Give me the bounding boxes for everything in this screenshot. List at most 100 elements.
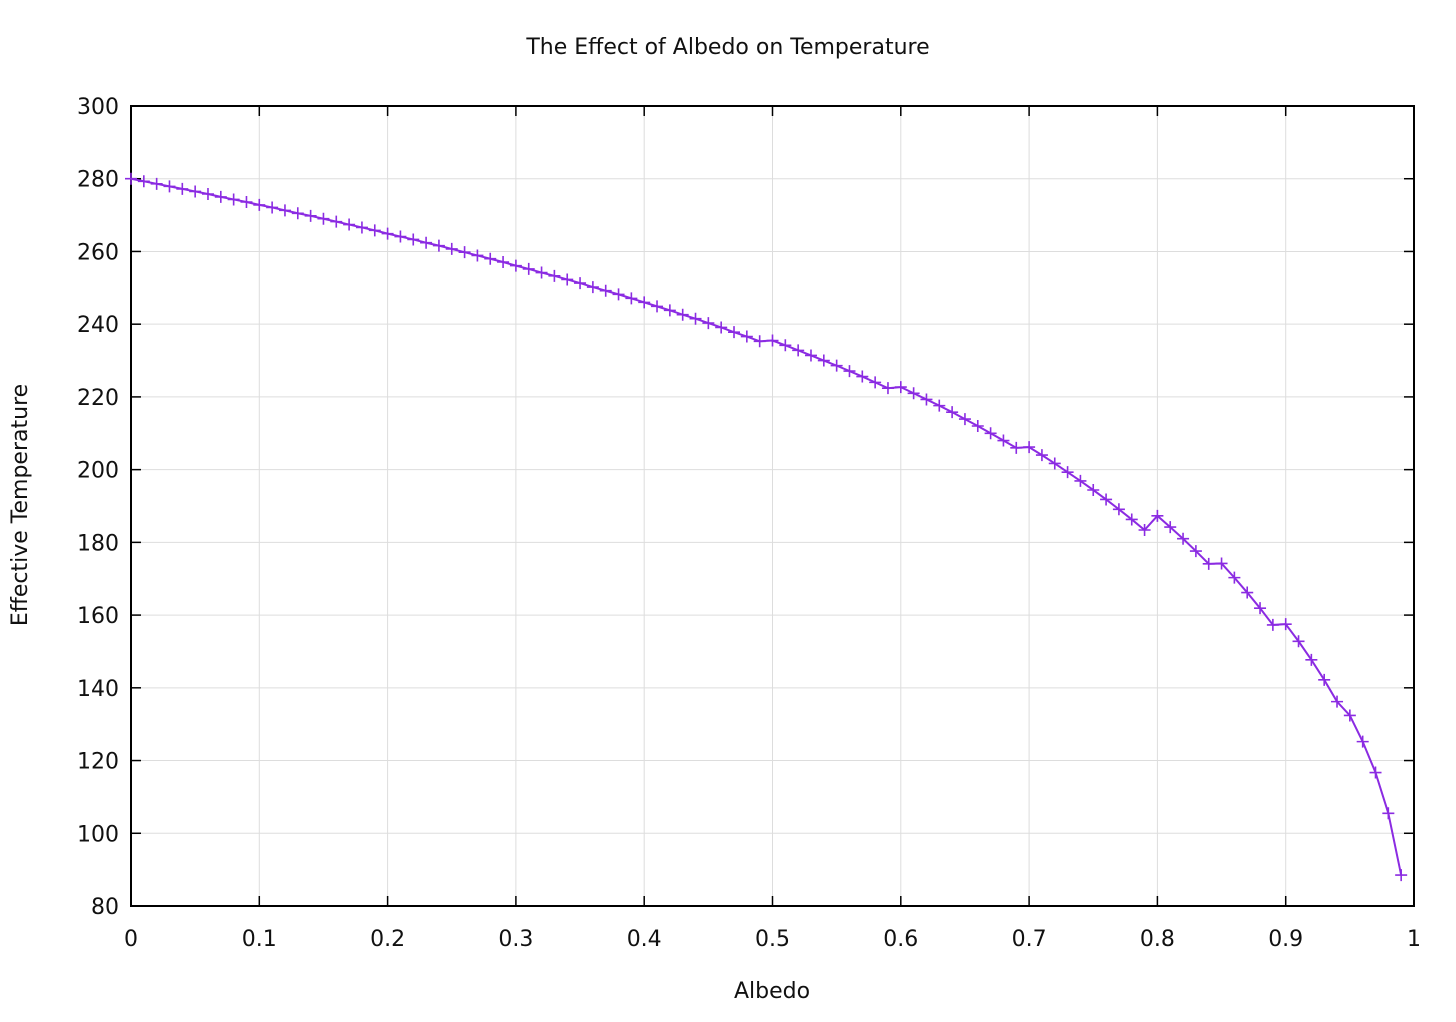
data-point xyxy=(1331,695,1344,708)
data-point xyxy=(766,334,779,347)
data-point xyxy=(1100,493,1113,506)
data-point xyxy=(881,382,894,395)
data-point xyxy=(971,420,984,432)
y-tick-label: 300 xyxy=(77,95,119,120)
y-tick-label: 260 xyxy=(77,240,119,265)
data-point xyxy=(625,292,638,305)
data-point xyxy=(266,201,279,214)
data-point xyxy=(856,370,869,383)
data-point xyxy=(1177,532,1190,545)
data-point xyxy=(1087,484,1100,496)
data-point xyxy=(728,326,741,339)
data-point xyxy=(227,193,240,206)
x-tick-label: 0.1 xyxy=(242,927,277,952)
data-point xyxy=(753,335,766,348)
data-point xyxy=(663,304,676,317)
data-point xyxy=(830,359,843,372)
data-point xyxy=(638,296,651,309)
x-tick-label: 0.6 xyxy=(883,927,918,952)
y-tick-label: 120 xyxy=(77,750,119,775)
data-point xyxy=(907,387,920,400)
data-point xyxy=(1048,457,1061,470)
data-point xyxy=(240,196,253,208)
data-point xyxy=(920,393,933,406)
data-point xyxy=(176,182,189,195)
data-point xyxy=(792,344,805,357)
data-point xyxy=(676,308,689,321)
x-tick-label: 0.8 xyxy=(1140,927,1175,952)
data-point xyxy=(1189,545,1202,558)
x-axis-label: Albedo xyxy=(733,979,811,1004)
x-tick-label: 0.3 xyxy=(498,927,533,952)
data-point xyxy=(997,434,1010,447)
chart-title: The Effect of Albedo on Temperature xyxy=(526,35,930,60)
data-point xyxy=(484,252,497,265)
data-point xyxy=(740,330,753,343)
data-point xyxy=(368,224,381,237)
x-tick-label: 0 xyxy=(124,927,138,952)
data-point xyxy=(702,317,715,330)
data-point xyxy=(394,230,407,243)
data-point xyxy=(1023,441,1036,454)
y-tick-label: 220 xyxy=(77,386,119,411)
x-tick-label: 1 xyxy=(1407,927,1421,952)
data-point xyxy=(1266,618,1279,631)
data-point xyxy=(1254,602,1267,615)
x-tick-label: 0.7 xyxy=(1012,927,1047,952)
x-tick-label: 0.9 xyxy=(1268,927,1303,952)
data-point xyxy=(1305,653,1318,666)
data-point xyxy=(137,175,150,188)
data-point xyxy=(381,227,394,240)
data-point xyxy=(214,190,227,203)
data-point xyxy=(1215,557,1228,570)
series-line xyxy=(130,177,1403,876)
data-point xyxy=(1343,709,1356,722)
data-point xyxy=(1318,673,1331,686)
data-point xyxy=(715,321,728,334)
data-point xyxy=(561,273,574,286)
data-point xyxy=(163,180,176,193)
data-point xyxy=(612,288,625,301)
data-point xyxy=(779,339,792,352)
data-point xyxy=(1228,571,1241,584)
y-tick-label: 280 xyxy=(77,168,119,193)
data-point xyxy=(535,266,548,279)
data-point xyxy=(1279,618,1292,631)
data-point xyxy=(984,427,997,440)
data-point xyxy=(817,354,830,367)
data-point xyxy=(804,349,817,362)
y-tick-label: 200 xyxy=(77,459,119,484)
data-point xyxy=(1010,441,1023,454)
data-point xyxy=(1241,586,1254,599)
data-point xyxy=(1125,513,1138,526)
data-point xyxy=(471,249,484,262)
data-point xyxy=(509,259,522,272)
data-point xyxy=(458,246,471,259)
data-point xyxy=(958,413,971,426)
data-point xyxy=(1395,869,1408,882)
data-point xyxy=(651,300,664,313)
data-point xyxy=(355,221,368,234)
data-point xyxy=(343,218,356,231)
data-point xyxy=(869,376,882,389)
x-tick-label: 0.2 xyxy=(370,927,405,952)
data-point xyxy=(253,198,266,211)
data-point xyxy=(894,381,907,394)
data-point xyxy=(689,312,702,325)
y-tick-label: 100 xyxy=(77,822,119,847)
y-tick-label: 240 xyxy=(77,313,119,338)
data-point xyxy=(1356,735,1369,748)
data-point xyxy=(189,185,202,198)
data-point xyxy=(291,207,304,220)
data-point xyxy=(278,204,291,217)
data-point xyxy=(574,277,587,290)
data-point xyxy=(1074,474,1087,487)
data-point xyxy=(599,284,612,297)
data-point xyxy=(522,262,535,275)
data-point xyxy=(1035,449,1048,462)
y-axis-label: Effective Temperature xyxy=(8,383,33,627)
data-point xyxy=(548,269,561,282)
y-tick-label: 180 xyxy=(77,531,119,556)
